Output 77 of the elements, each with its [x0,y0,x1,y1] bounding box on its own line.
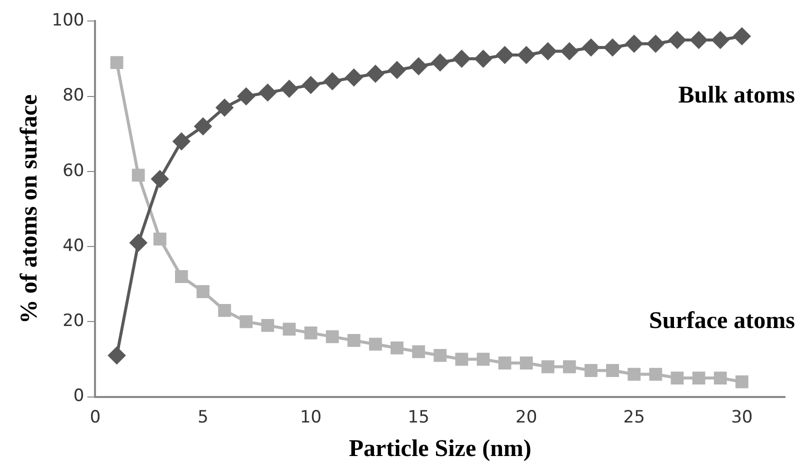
y-tick-label: 80 [62,86,84,106]
y-tick-label: 20 [62,311,84,332]
x-tick-label: 5 [198,407,208,428]
x-axis-title: Particle Size (nm) [348,436,532,462]
point [455,352,468,366]
y-tick-label: 100 [52,10,84,31]
point [496,46,514,64]
point [582,38,600,56]
point [690,31,708,48]
point [474,50,492,68]
point [151,170,168,188]
point [302,76,320,94]
point [153,232,166,246]
point [304,326,318,340]
point [498,356,512,370]
point [324,72,341,90]
point [261,318,274,332]
point [238,88,255,105]
point [518,46,535,64]
point [280,80,298,98]
point [541,360,554,374]
point [390,342,404,354]
point [110,56,124,69]
point [369,338,382,351]
point [628,368,641,381]
x-tick-label: 25 [623,407,645,428]
point [282,322,296,336]
point [218,304,232,317]
point [366,65,384,82]
point [432,54,449,72]
point [259,84,276,102]
point [175,270,188,284]
point [326,330,339,344]
point [604,38,622,56]
point [108,346,126,364]
point [735,375,748,388]
x-tick-label: 10 [300,407,322,428]
x-tick-label: 15 [408,407,430,428]
point [172,132,190,150]
point [216,99,234,116]
x-tick-label: 30 [731,407,753,428]
y-tick-label: 0 [73,386,84,406]
series-label: Bulk atoms [678,82,795,109]
point [584,364,598,377]
point [132,168,145,182]
y-tick-label: 60 [62,160,84,181]
point [453,50,470,68]
point [668,31,686,48]
point [434,349,447,362]
y-axis-title: % of atoms on surface [16,94,43,324]
point [712,31,729,48]
point [647,35,664,52]
point [606,364,620,377]
point [410,58,428,75]
y-tick-label: 40 [62,236,84,256]
point [130,234,147,252]
point [196,285,210,298]
point [240,315,253,328]
series-label: Surface atoms [649,308,795,334]
point [539,42,556,60]
point [560,42,578,60]
point [626,35,643,52]
point [345,69,362,86]
point [347,334,360,347]
point [670,372,684,384]
point [194,118,212,135]
point [476,352,490,366]
x-tick-label: 0 [90,407,101,428]
point [733,28,750,45]
point [563,360,576,374]
point [692,372,706,384]
point [412,345,426,358]
x-tick-label: 20 [516,407,538,428]
point [714,372,727,384]
point [649,368,662,381]
point [520,356,533,370]
point [388,62,406,79]
